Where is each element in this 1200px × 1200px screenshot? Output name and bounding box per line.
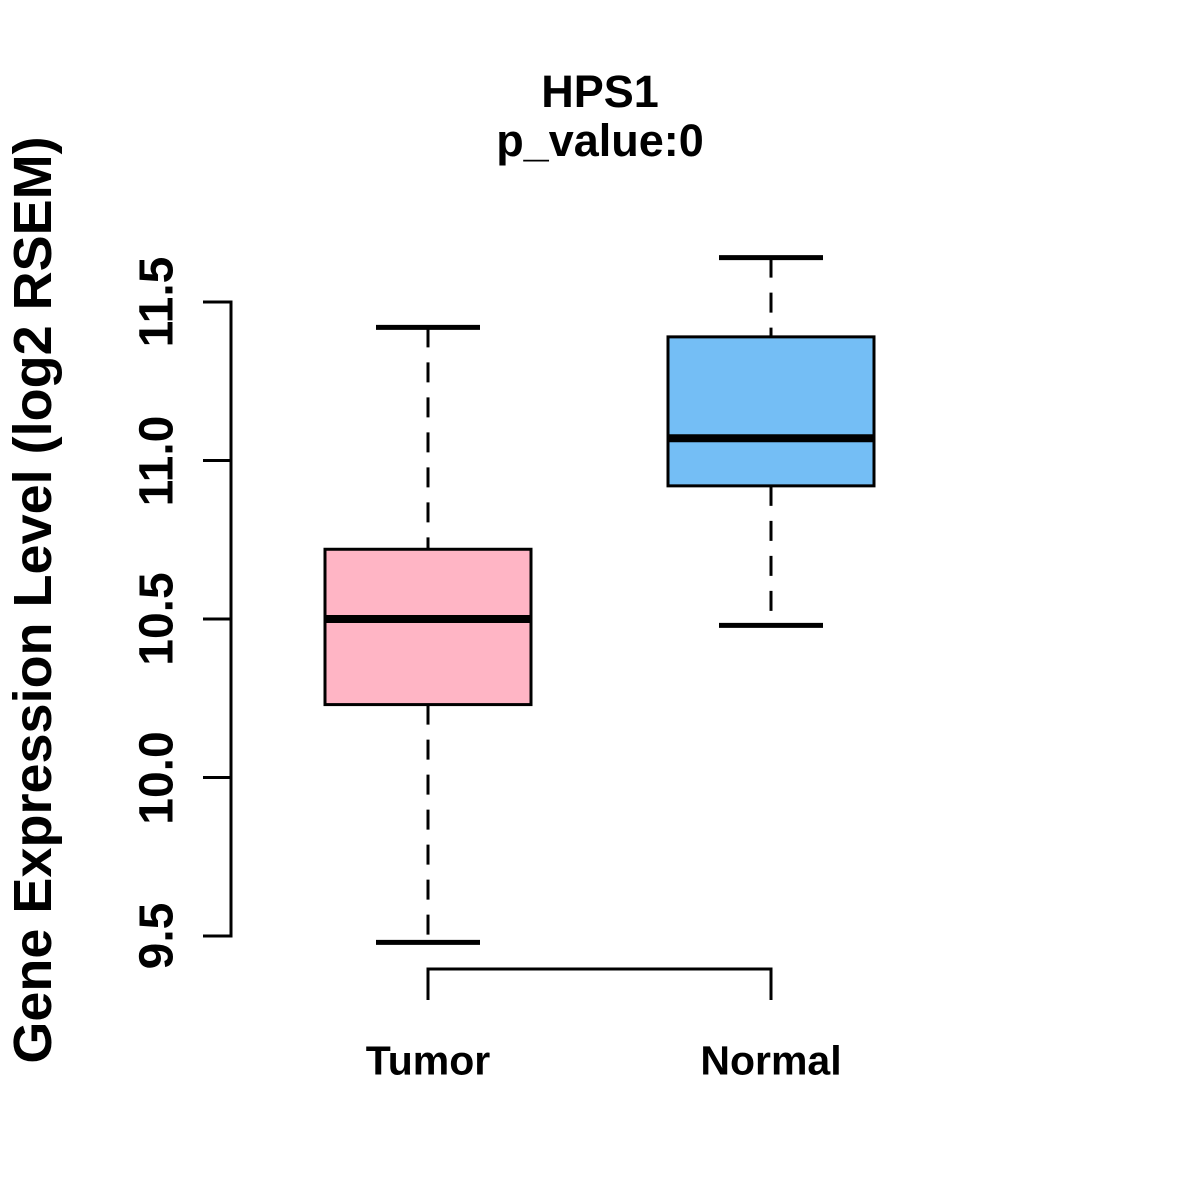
chart-title: HPS1	[541, 66, 659, 117]
comparison-bracket	[426, 967, 773, 1000]
y-tick-label-10-0: 10.0	[130, 730, 184, 825]
normal-box	[666, 335, 876, 488]
y-tick-label-9-5: 9.5	[130, 902, 184, 970]
y-axis-title: Gene Expression Level (log2 RSEM)	[3, 136, 63, 1064]
y-tick-label-11-5: 11.5	[130, 256, 184, 348]
y-tick-label-11-0: 11.0	[130, 415, 184, 506]
tumor-box	[323, 547, 533, 707]
x-category-label-tumor: Tumor	[365, 1037, 491, 1084]
x-category-label-normal: Normal	[700, 1037, 842, 1084]
y-tick-label-10-5: 10.5	[130, 572, 184, 666]
chart-subtitle: p_value:0	[496, 115, 704, 166]
